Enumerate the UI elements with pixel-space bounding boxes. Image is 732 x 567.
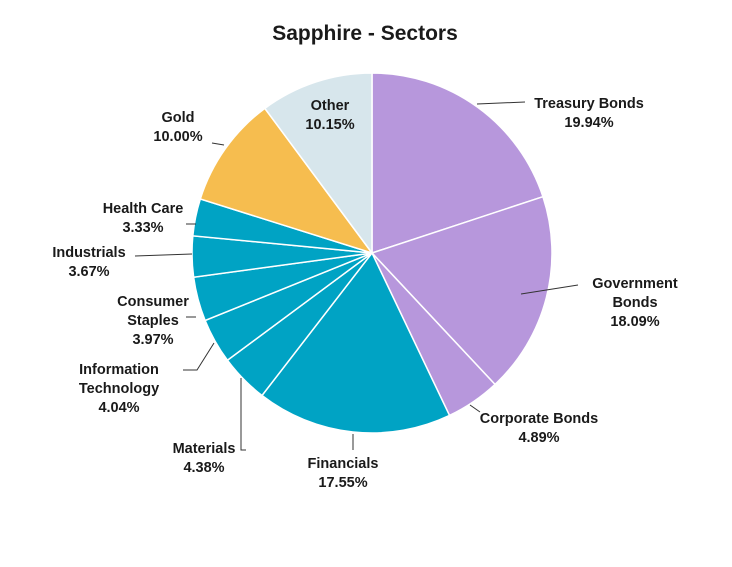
slice-labels: Treasury Bonds 19.94% Government Bonds 18.09… — [52, 96, 678, 491]
slice-name-label: Technology — [79, 381, 159, 397]
slice-label-health-care: Health Care 3.33% — [103, 201, 184, 236]
slice-name-label: Industrials — [52, 245, 125, 261]
slice-value-label: 18.09% — [610, 314, 659, 330]
leader-line-gold — [211, 142, 225, 146]
slice-label-materials: Materials 4.38% — [173, 441, 236, 476]
slice-name-label: Health Care — [103, 201, 184, 217]
leader-line-information-technology — [183, 342, 215, 371]
slice-name-label: Government — [592, 276, 678, 292]
leader-line-government-bonds — [520, 284, 579, 295]
leader-line-materials — [240, 378, 246, 451]
pie-slices — [191, 72, 553, 434]
slice-value-label: 4.04% — [98, 400, 139, 416]
leader-line-treasury-bonds — [476, 101, 526, 105]
slice-label-industrials: Industrials 3.67% — [52, 245, 125, 280]
pie-slice-government-bonds — [370, 195, 553, 386]
chart-title: Sapphire - Sectors — [272, 22, 458, 45]
slice-name-label: Gold — [161, 110, 194, 126]
pie-slice-other — [263, 72, 373, 256]
slice-value-label: 19.94% — [564, 115, 613, 131]
pie-slice-financials — [260, 251, 451, 434]
slice-name-label: Bonds — [612, 295, 657, 311]
slice-name-label: Treasury Bonds — [534, 96, 644, 112]
leader-line-industrials — [134, 253, 193, 257]
leader-line-corporate-bonds — [469, 404, 481, 413]
slice-label-consumer-staples: Consumer Staples 3.97% — [117, 294, 189, 348]
slice-name-label: Consumer — [117, 294, 189, 310]
pie-slice-treasury-bonds — [371, 72, 544, 255]
slice-value-label: 3.33% — [122, 220, 163, 236]
slice-name-label: Financials — [308, 456, 379, 472]
slice-label-government-bonds: Government Bonds 18.09% — [592, 276, 678, 330]
slice-value-label: 3.97% — [132, 332, 173, 348]
slice-value-label: 10.15% — [305, 117, 354, 133]
slice-value-label: 4.89% — [518, 430, 559, 446]
slice-value-label: 3.67% — [68, 264, 109, 280]
slice-label-treasury-bonds: Treasury Bonds 19.94% — [534, 96, 644, 131]
slice-name-label: Information — [79, 362, 159, 378]
slice-label-corporate-bonds: Corporate Bonds 4.89% — [480, 411, 598, 446]
slice-label-information-technology: Information Technology 4.04% — [79, 362, 159, 416]
slice-name-label: Staples — [127, 313, 179, 329]
slice-label-gold: Gold 10.00% — [153, 110, 202, 145]
slice-value-label: 10.00% — [153, 129, 202, 145]
slice-value-label: 4.38% — [183, 460, 224, 476]
slice-name-label: Other — [311, 98, 350, 114]
leader-lines — [134, 101, 579, 451]
pie-slice-gold — [199, 107, 374, 255]
slice-label-other: Other 10.15% — [305, 98, 354, 133]
slice-label-financials: Financials 17.55% — [308, 456, 379, 491]
slice-value-label: 17.55% — [318, 475, 367, 491]
slice-name-label: Materials — [173, 441, 236, 457]
slice-name-label: Corporate Bonds — [480, 411, 598, 427]
